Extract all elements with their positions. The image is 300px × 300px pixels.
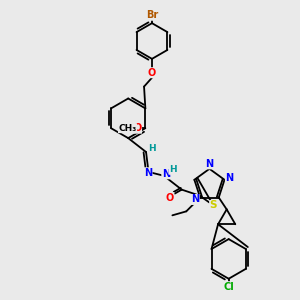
Text: N: N — [225, 173, 233, 183]
Text: H: H — [169, 165, 177, 174]
Text: N: N — [206, 159, 214, 169]
Text: Br: Br — [146, 10, 158, 20]
Text: H: H — [148, 143, 156, 152]
Text: CH₃: CH₃ — [118, 124, 137, 133]
Text: N: N — [144, 168, 152, 178]
Text: O: O — [148, 68, 156, 78]
Text: S: S — [210, 200, 217, 211]
Text: Cl: Cl — [223, 282, 234, 292]
Text: N: N — [162, 169, 170, 179]
Text: O: O — [166, 193, 174, 202]
Text: O: O — [133, 123, 142, 133]
Text: N: N — [191, 194, 199, 205]
